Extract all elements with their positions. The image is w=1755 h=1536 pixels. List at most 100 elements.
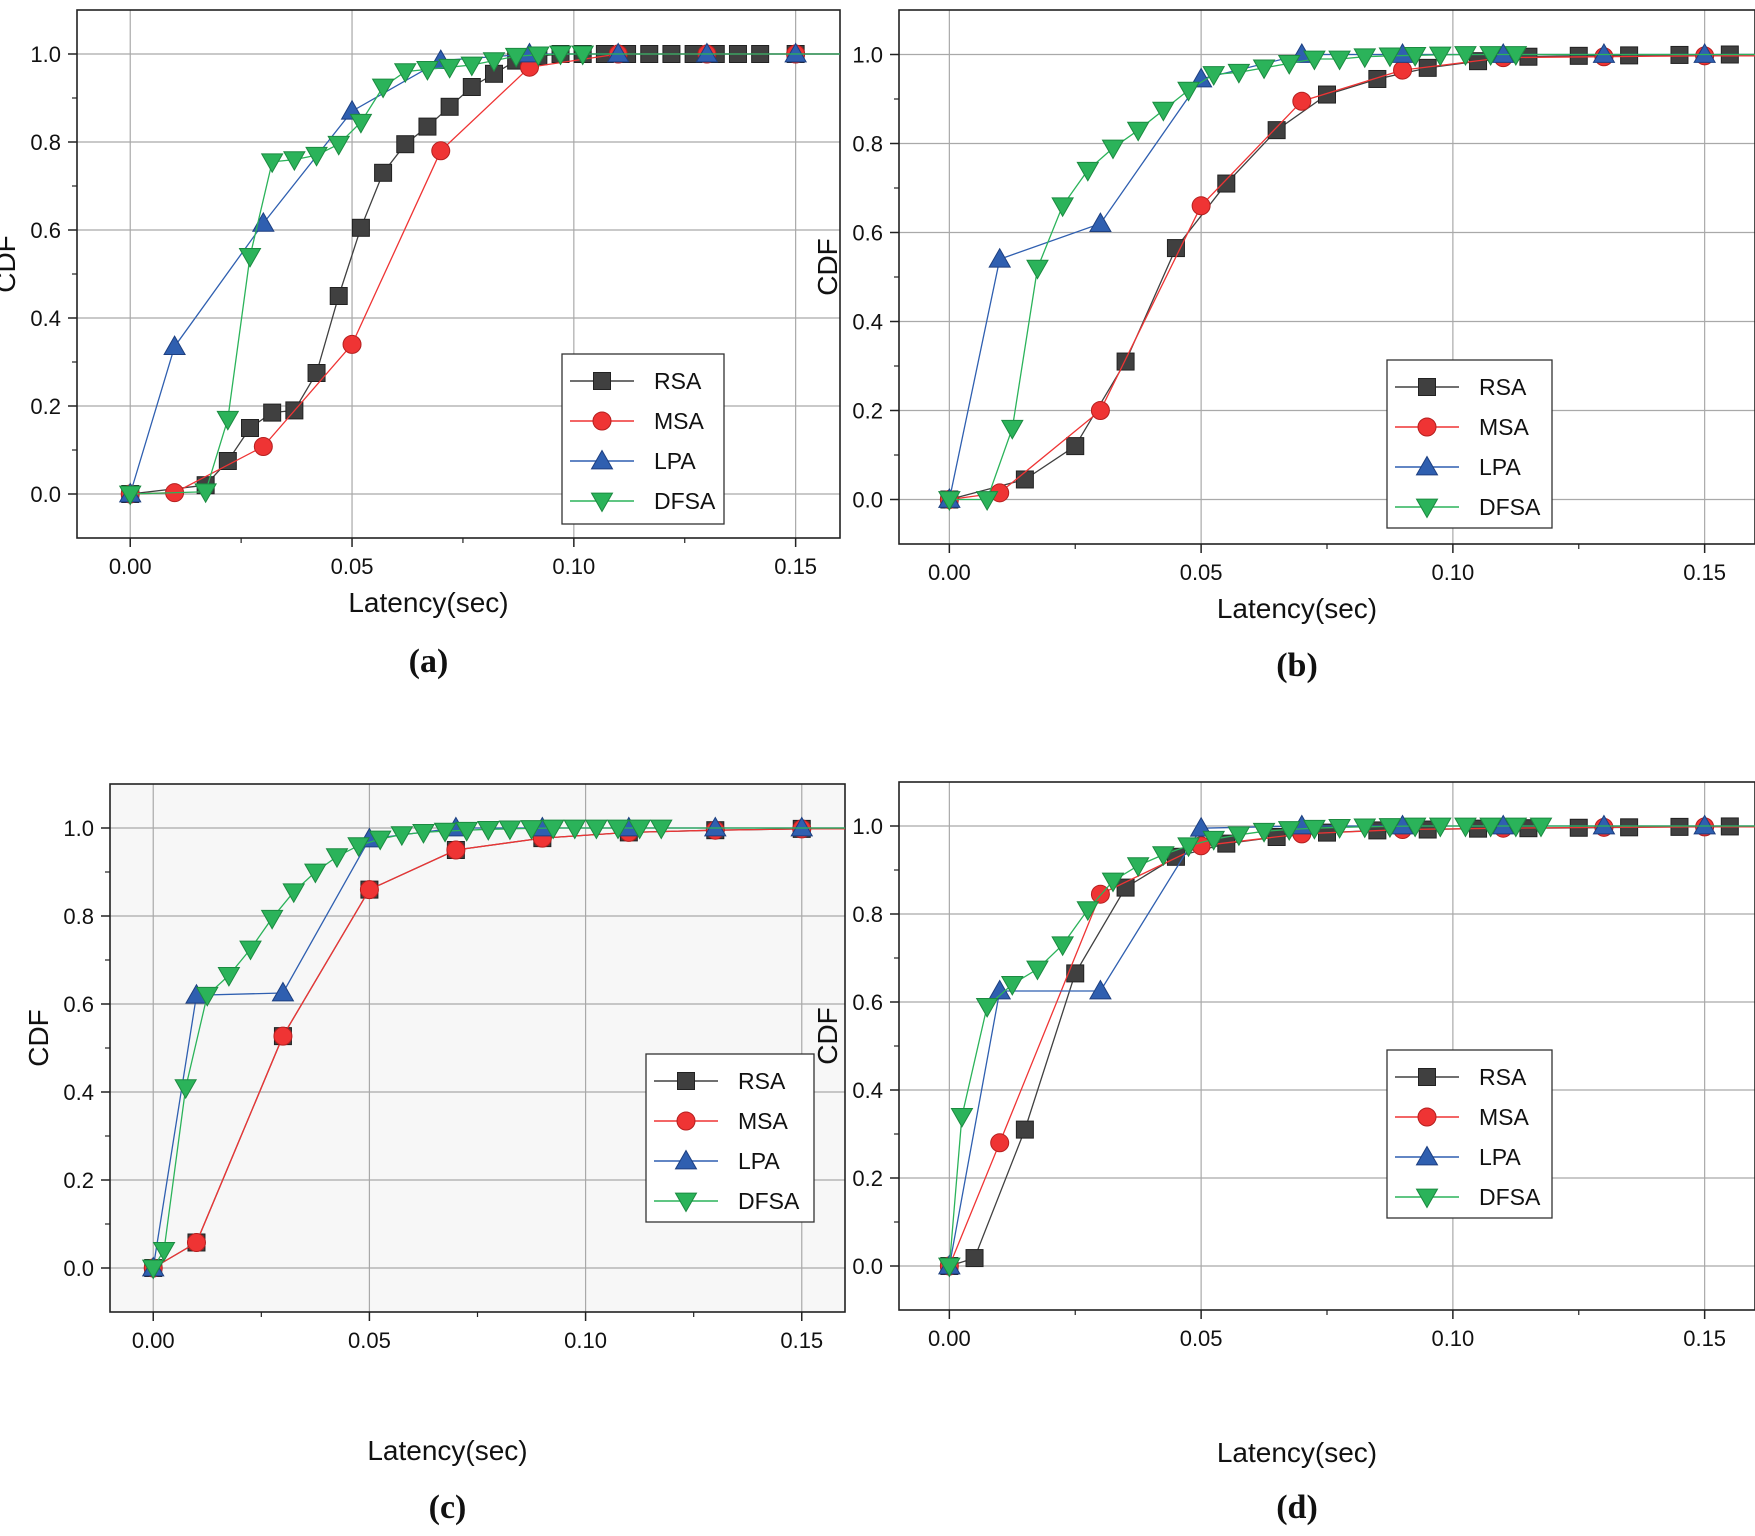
legend-label-msa: MSA xyxy=(1479,414,1530,440)
panel-caption: (d) xyxy=(1276,1489,1318,1526)
data-point-lpa xyxy=(784,42,808,63)
data-point-dfsa xyxy=(239,940,262,961)
data-point-rsa xyxy=(218,452,237,470)
data-point-lpa xyxy=(1491,42,1515,63)
y-axis-title: CDF xyxy=(812,1007,843,1065)
x-tick-label: 0.10 xyxy=(1431,560,1474,585)
data-point-dfsa xyxy=(1353,818,1377,839)
data-point-dfsa xyxy=(549,45,572,66)
data-point-dfsa xyxy=(1252,822,1276,843)
data-point-lpa xyxy=(695,42,719,63)
data-point-dfsa xyxy=(282,883,306,904)
legend-label-rsa: RSA xyxy=(1479,1064,1527,1090)
data-point-msa xyxy=(186,1232,206,1252)
data-point-lpa xyxy=(1693,42,1717,63)
data-point-dfsa xyxy=(283,151,306,172)
legend-label-rsa: RSA xyxy=(738,1068,786,1094)
data-point-dfsa xyxy=(347,837,370,858)
x-tick-label: 0.10 xyxy=(564,1328,607,1353)
x-tick-label: 0.05 xyxy=(1180,1326,1223,1351)
data-point-rsa xyxy=(241,419,260,437)
legend-label-lpa: LPA xyxy=(1479,1144,1521,1170)
data-point-dfsa xyxy=(1454,817,1477,838)
y-axis-title: CDF xyxy=(23,1009,54,1067)
data-point-dfsa xyxy=(1076,161,1100,182)
data-point-rsa xyxy=(263,403,282,422)
y-tick-label: 0.0 xyxy=(852,488,883,513)
data-point-dfsa xyxy=(217,967,241,987)
y-tick-label: 0.6 xyxy=(63,992,94,1017)
data-point-dfsa xyxy=(1504,817,1528,838)
plot-area xyxy=(110,784,845,1312)
legend-marker-lpa xyxy=(674,1149,698,1170)
data-point-rsa xyxy=(307,364,326,382)
x-tick-label: 0.00 xyxy=(109,554,152,579)
data-point-dfsa xyxy=(937,491,961,512)
data-point-dfsa xyxy=(1378,47,1402,68)
data-point-lpa xyxy=(790,816,814,837)
series-dfsa xyxy=(937,817,1755,1278)
data-point-msa xyxy=(1191,196,1211,216)
y-tick-label: 1.0 xyxy=(30,42,61,67)
data-point-dfsa xyxy=(216,410,240,431)
legend-marker-rsa xyxy=(677,1072,695,1090)
legend-label-rsa: RSA xyxy=(1479,374,1527,400)
x-axis-title: Latency(sec) xyxy=(1217,593,1377,624)
data-point-lpa xyxy=(988,247,1012,268)
legend-label-dfsa: DFSA xyxy=(1479,1184,1541,1210)
data-point-rsa xyxy=(374,163,393,182)
data-point-msa xyxy=(273,1026,293,1046)
data-point-dfsa xyxy=(1227,826,1251,847)
data-point-dfsa xyxy=(416,61,439,81)
data-point-rsa xyxy=(440,97,459,116)
data-point-lpa xyxy=(1089,212,1112,232)
data-point-dfsa xyxy=(1151,101,1175,122)
data-point-dfsa xyxy=(260,153,284,174)
x-tick-label: 0.15 xyxy=(780,1328,823,1353)
legend-marker-lpa xyxy=(590,449,614,470)
legend-marker-dfsa xyxy=(590,492,614,513)
legend-marker-rsa xyxy=(593,372,611,390)
data-point-dfsa xyxy=(1177,837,1200,858)
data-point-dfsa xyxy=(460,56,484,77)
plot-area xyxy=(77,10,840,538)
data-point-msa xyxy=(431,141,451,161)
legend-box xyxy=(561,353,725,525)
data-point-rsa xyxy=(1116,352,1135,371)
panel-caption: (b) xyxy=(1276,647,1318,684)
data-point-dfsa xyxy=(1000,419,1024,440)
legend-marker-lpa xyxy=(1415,1145,1439,1166)
x-tick-label: 0.05 xyxy=(1180,560,1223,585)
data-point-rsa xyxy=(351,218,370,237)
data-point-rsa xyxy=(1015,1120,1034,1139)
x-axis-title: Latency(sec) xyxy=(367,1435,527,1466)
data-point-dfsa xyxy=(1403,47,1427,67)
panel-caption: (c) xyxy=(429,1489,467,1526)
data-point-msa xyxy=(342,334,362,354)
x-tick-label: 0.10 xyxy=(1431,1326,1474,1351)
data-point-lpa xyxy=(606,42,630,63)
data-point-dfsa xyxy=(390,826,414,847)
data-point-rsa xyxy=(462,78,481,96)
y-tick-label: 0.8 xyxy=(63,904,94,929)
data-point-rsa xyxy=(396,135,415,154)
legend-label-dfsa: DFSA xyxy=(738,1188,800,1214)
legend-marker-rsa xyxy=(1418,378,1436,396)
data-point-rsa xyxy=(1015,470,1034,489)
data-point-dfsa xyxy=(1051,197,1075,218)
x-tick-label: 0.05 xyxy=(348,1328,391,1353)
data-point-dfsa xyxy=(1428,817,1452,838)
data-point-dfsa xyxy=(1000,976,1024,996)
x-tick-label: 0.15 xyxy=(774,554,817,579)
data-point-dfsa xyxy=(1403,817,1427,838)
legend-label-dfsa: DFSA xyxy=(654,488,716,514)
data-point-dfsa xyxy=(1277,821,1301,842)
data-point-dfsa xyxy=(412,824,435,844)
data-point-dfsa xyxy=(1303,50,1326,71)
legend-marker-msa xyxy=(676,1111,696,1131)
data-point-dfsa xyxy=(327,135,351,156)
legend-label-lpa: LPA xyxy=(738,1148,780,1174)
data-point-dfsa xyxy=(195,986,219,1007)
data-point-dfsa xyxy=(563,819,587,840)
data-point-dfsa xyxy=(393,63,417,84)
